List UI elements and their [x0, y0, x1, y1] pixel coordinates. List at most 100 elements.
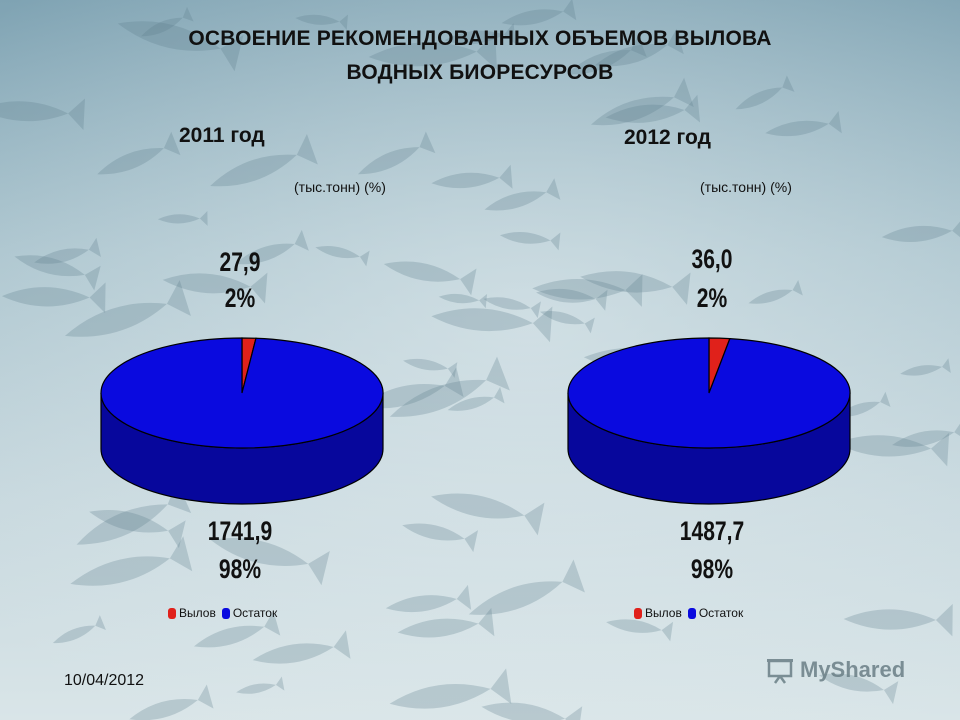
fish-silhouette: [383, 261, 477, 296]
fish-silhouette: [97, 131, 181, 175]
fish-silhouette: [385, 584, 472, 613]
watermark-logo: MyShared: [766, 656, 905, 684]
fish-silhouette: [900, 358, 951, 376]
chart-2011-label-catch-percent: 2%: [224, 283, 256, 313]
pie-slice-Остаток: [100, 337, 384, 449]
chart-2011-subtitle: (тыс.тонн) (%): [294, 179, 386, 195]
fish-silhouette: [484, 178, 561, 211]
slide-date: 10/04/2012: [64, 672, 145, 689]
presentation-icon: [767, 659, 793, 684]
fish-silhouette: [0, 98, 86, 131]
fish-silhouette: [431, 164, 513, 189]
fish-silhouette: [357, 131, 436, 175]
fish-silhouette: [210, 538, 330, 586]
fish-silhouette: [431, 493, 545, 536]
legend-swatch-catch: [634, 607, 642, 619]
fish-silhouette: [567, 34, 647, 75]
chart-2012-label-catch-value: 36,0: [691, 244, 733, 274]
fish-silhouette: [532, 274, 643, 307]
fish-silhouette: [34, 237, 101, 264]
legend-item-catch: Вылов: [634, 606, 682, 620]
legend-swatch-rest: [221, 607, 230, 619]
fish-silhouette: [591, 77, 694, 126]
fish-silhouette: [595, 28, 684, 67]
fish-silhouette: [70, 536, 193, 586]
chart-2012-label-catch-percent: 2%: [696, 283, 728, 313]
watermark-text: MyShared: [800, 657, 906, 682]
chart-2011-label-rest-value: 1741,9: [207, 516, 273, 546]
chart-2011-title: 2011 год: [179, 124, 265, 147]
fish-silhouette: [843, 603, 953, 637]
fish-silhouette: [14, 255, 101, 291]
fish-silhouette: [315, 245, 370, 267]
fish-silhouette: [468, 559, 585, 615]
pie-chart-1: [567, 337, 851, 505]
legend-label-catch: Вылов: [179, 606, 216, 620]
legend-item-rest: Остаток: [221, 606, 278, 620]
chart-2012-label-rest-value: 1487,7: [679, 516, 745, 546]
fish-silhouette: [481, 702, 583, 720]
fish-silhouette: [295, 14, 348, 31]
fish-silhouette: [892, 419, 960, 447]
fish-silhouette: [431, 306, 553, 343]
fish-silhouette: [397, 607, 495, 638]
fish-silhouette: [157, 211, 208, 226]
fish-silhouette: [389, 356, 510, 417]
fish-silhouette: [444, 23, 516, 45]
pie-chart-0: [100, 337, 384, 505]
fish-silhouette: [539, 310, 595, 334]
chart-2012-label-rest-percent: 98%: [690, 554, 734, 584]
fish-silhouette: [835, 432, 950, 467]
fish-silhouette: [360, 367, 464, 409]
slide-title-line2: ВОДНЫХ БИОРЕСУРСОВ: [346, 61, 614, 84]
fish-silhouette: [117, 21, 244, 72]
fish-silhouette: [389, 668, 512, 709]
fish-silhouette: [765, 110, 842, 137]
fish-silhouette: [438, 293, 488, 309]
chart-2011-label-rest-percent: 98%: [218, 554, 262, 584]
fish-silhouette: [76, 481, 192, 545]
fish-silhouette: [483, 297, 541, 319]
fish-silhouette: [881, 217, 960, 243]
fish-silhouette: [162, 272, 268, 304]
legend-item-catch: Вылов: [168, 606, 216, 620]
chart-2011-legend: Вылов Остаток: [168, 606, 283, 620]
legend-label-catch: Вылов: [645, 606, 682, 620]
fish-silhouette: [606, 619, 674, 642]
fish-silhouette: [89, 509, 186, 549]
fish-silhouette: [1, 282, 106, 314]
chart-2012-legend: Вылов Остаток: [634, 606, 749, 620]
slide-title-line1: ОСВОЕНИЕ РЕКОМЕНДОВАННЫХ ОБЪЕМОВ ВЫЛОВА: [188, 27, 772, 50]
legend-swatch-rest: [687, 607, 696, 619]
fish-silhouette: [129, 684, 214, 720]
fish-silhouette: [501, 0, 577, 26]
legend-label-rest: Остаток: [232, 606, 278, 620]
fish-silhouette: [403, 358, 458, 378]
fish-silhouette: [499, 232, 561, 251]
fish-silhouette: [252, 630, 351, 664]
fish-silhouette: [402, 523, 479, 553]
fish-silhouette: [447, 387, 505, 411]
pie-slice-Остаток: [567, 337, 851, 449]
fish-silhouette: [580, 271, 691, 305]
fish-silhouette: [193, 610, 281, 648]
fish-silhouette: [236, 676, 285, 694]
fish-silhouette: [536, 288, 608, 311]
fish-silhouette: [210, 134, 318, 187]
fish-silhouette: [818, 673, 899, 705]
fish-silhouette: [735, 75, 795, 110]
fish-silhouette: [605, 94, 701, 123]
legend-swatch-catch: [168, 607, 176, 619]
fish-silhouette: [235, 229, 309, 265]
fish-silhouette: [748, 280, 803, 304]
fish-silhouette: [368, 31, 497, 70]
fish-silhouette: [64, 280, 191, 337]
fish-silhouette: [52, 615, 106, 644]
chart-2012-subtitle: (тыс.тонн) (%): [700, 179, 792, 195]
legend-item-rest: Остаток: [687, 606, 744, 620]
legend-label-rest: Остаток: [698, 606, 744, 620]
chart-2011-label-catch-value: 27,9: [219, 247, 261, 277]
chart-2012-title: 2012 год: [624, 126, 711, 149]
fish-silhouette: [141, 6, 194, 37]
